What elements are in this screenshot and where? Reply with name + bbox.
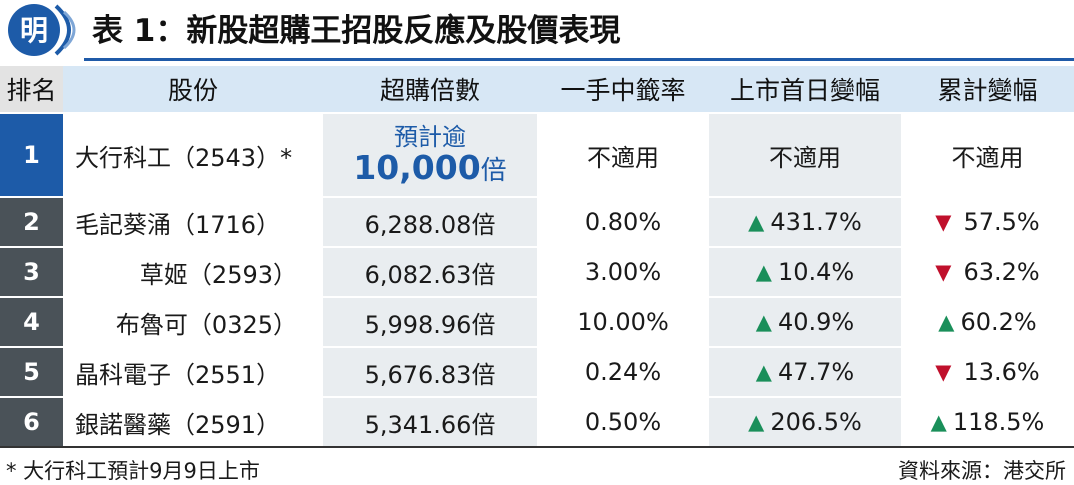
up-triangle-icon: ▲ xyxy=(938,310,955,334)
cumulative-change: ▲ 60.2% xyxy=(901,298,1074,346)
table-row: 2 毛記葵涌（1716） 6,288.08倍 0.80% ▲ 431.7% ▼ 57.5% xyxy=(0,198,1074,246)
first-day-change: ▲ 206.5% xyxy=(709,398,901,446)
col-header-stock: 股份 xyxy=(63,66,323,112)
header: 明 表 1：新股超購王招股反應及股價表現 xyxy=(0,0,1074,62)
lot-ratio: 0.24% xyxy=(537,348,709,396)
first-day-change: ▲ 431.7% xyxy=(709,198,901,246)
stock-name: 布魯可（0325） xyxy=(63,298,323,346)
footnote: * 大行科工預計9月9日上市 xyxy=(6,459,260,483)
row-separator xyxy=(0,196,1074,198)
first-day-value: 206.5% xyxy=(770,408,862,436)
first-day-value: 10.4% xyxy=(777,258,855,286)
rank-cell: 2 xyxy=(0,198,63,246)
header-rule xyxy=(84,58,1074,61)
col-header-ratio: 一手中籤率 xyxy=(537,66,709,112)
col-header-first-day: 上市首日變幅 xyxy=(709,66,901,112)
bottom-rule xyxy=(0,446,1074,448)
rank-cell: 3 xyxy=(0,248,63,296)
ming-pao-logo: 明 xyxy=(8,4,76,56)
cumulative-value: 57.5% xyxy=(963,208,1040,236)
col-header-times: 超購倍數 xyxy=(323,66,537,112)
rank-cell: 5 xyxy=(0,348,63,396)
up-triangle-icon: ▲ xyxy=(755,360,772,384)
table-row: 3 草姬（2593） 6,082.63倍 3.00% ▲ 10.4% ▼ 63.2% xyxy=(0,248,1074,296)
cumulative-value: 60.2% xyxy=(960,308,1037,336)
table-row: 4 布魯可（0325） 5,998.96倍 10.00% ▲ 40.9% ▲ 60.2% xyxy=(0,298,1074,346)
first-day-change: ▲ 10.4% xyxy=(709,248,901,296)
first-day-value: 40.9% xyxy=(777,308,855,336)
times-unit: 倍 xyxy=(480,156,507,187)
page-title: 表 1：新股超購王招股反應及股價表現 xyxy=(92,13,621,49)
up-triangle-icon: ▲ xyxy=(748,210,765,234)
rank-cell: 4 xyxy=(0,298,63,346)
rank-cell: 6 xyxy=(0,398,63,446)
col-header-rank: 排名 xyxy=(0,66,63,112)
row-separator xyxy=(0,296,1074,298)
times-line1: 預計逾 xyxy=(394,122,466,151)
first-day-value: 47.7% xyxy=(777,358,855,386)
lot-ratio: 10.00% xyxy=(537,298,709,346)
table-header-row: 排名 股份 超購倍數 一手中籤率 上市首日變幅 累計變幅 xyxy=(0,66,1074,112)
row-separator xyxy=(0,246,1074,248)
col-header-cumulative: 累計變幅 xyxy=(901,66,1074,112)
subscription-times: 5,998.96倍 xyxy=(323,298,537,346)
cumulative-change: ▲ 118.5% xyxy=(901,398,1074,446)
table-row: 6 銀諾醫藥（2591） 5,341.66倍 0.50% ▲ 206.5% ▲ 118.5% xyxy=(0,398,1074,446)
cumulative-value: 13.6% xyxy=(963,358,1040,386)
subscription-times: 5,676.83倍 xyxy=(323,348,537,396)
times-value: 10,000 xyxy=(353,148,481,188)
down-triangle-icon: ▼ xyxy=(935,260,952,284)
lot-ratio: 不適用 xyxy=(537,114,709,196)
source-note: 資料來源：港交所 xyxy=(898,459,1066,483)
cumulative-change: 不適用 xyxy=(901,114,1074,196)
cumulative-change: ▼ 63.2% xyxy=(901,248,1074,296)
stock-name: 毛記葵涌（1716） xyxy=(63,198,323,246)
rank-cell: 1 xyxy=(0,114,63,196)
lot-ratio: 0.50% xyxy=(537,398,709,446)
logo-text: 明 xyxy=(20,14,48,47)
subscription-times: 預計逾 10,000倍 xyxy=(323,114,537,196)
first-day-change: ▲ 47.7% xyxy=(709,348,901,396)
stock-name: 大行科工（2543）* xyxy=(63,114,323,196)
first-day-value: 431.7% xyxy=(770,208,862,236)
stock-name: 晶科電子（2551） xyxy=(63,348,323,396)
first-day-change: ▲ 40.9% xyxy=(709,298,901,346)
table-row: 1 大行科工（2543）* 預計逾 10,000倍 不適用 不適用 不適用 xyxy=(0,114,1074,196)
up-triangle-icon: ▲ xyxy=(755,310,772,334)
up-triangle-icon: ▲ xyxy=(755,260,772,284)
stock-name: 銀諾醫藥（2591） xyxy=(63,398,323,446)
row-separator xyxy=(0,346,1074,348)
cumulative-change: ▼ 57.5% xyxy=(901,198,1074,246)
up-triangle-icon: ▲ xyxy=(930,410,947,434)
cumulative-value: 118.5% xyxy=(952,408,1045,436)
lot-ratio: 0.80% xyxy=(537,198,709,246)
subscription-times: 6,082.63倍 xyxy=(323,248,537,296)
row-separator xyxy=(0,396,1074,398)
cumulative-value: 63.2% xyxy=(963,258,1040,286)
cumulative-change: ▼ 13.6% xyxy=(901,348,1074,396)
lot-ratio: 3.00% xyxy=(537,248,709,296)
subscription-times: 5,341.66倍 xyxy=(323,398,537,446)
first-day-change: 不適用 xyxy=(709,114,901,196)
subscription-times: 6,288.08倍 xyxy=(323,198,537,246)
table-row: 5 晶科電子（2551） 5,676.83倍 0.24% ▲ 47.7% ▼ 13.6% xyxy=(0,348,1074,396)
up-triangle-icon: ▲ xyxy=(748,410,765,434)
times-value-wrap: 10,000倍 xyxy=(353,148,507,188)
down-triangle-icon: ▼ xyxy=(935,210,952,234)
stock-name: 草姬（2593） xyxy=(63,248,323,296)
down-triangle-icon: ▼ xyxy=(935,360,952,384)
